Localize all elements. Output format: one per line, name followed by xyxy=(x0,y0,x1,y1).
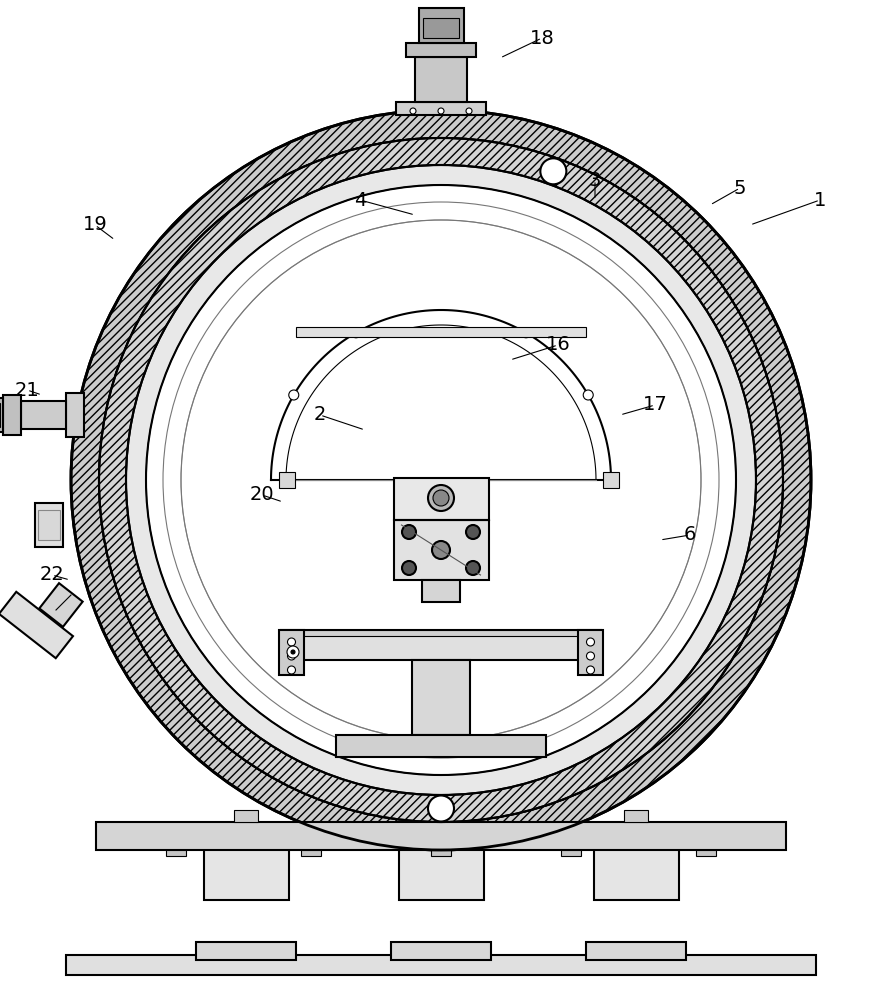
Bar xyxy=(66,393,84,437)
Circle shape xyxy=(466,108,472,114)
Bar xyxy=(166,850,186,856)
Bar xyxy=(415,57,467,102)
Circle shape xyxy=(433,490,449,506)
Bar xyxy=(406,43,476,57)
Bar xyxy=(96,822,786,850)
Bar xyxy=(301,850,321,856)
Text: 2: 2 xyxy=(314,406,326,424)
Circle shape xyxy=(432,541,450,559)
Bar xyxy=(336,735,546,757)
Circle shape xyxy=(583,390,594,400)
Bar xyxy=(35,503,63,547)
Bar xyxy=(423,18,459,38)
Bar xyxy=(422,580,460,602)
Bar xyxy=(204,845,288,900)
Bar xyxy=(396,102,486,115)
Circle shape xyxy=(288,390,299,400)
Circle shape xyxy=(181,220,701,740)
Bar xyxy=(624,810,648,822)
Bar xyxy=(603,472,619,488)
Circle shape xyxy=(351,328,361,338)
Circle shape xyxy=(288,638,295,646)
Bar xyxy=(578,630,603,675)
Circle shape xyxy=(99,138,783,822)
Bar xyxy=(234,810,258,822)
Bar xyxy=(281,630,601,636)
Bar xyxy=(196,942,296,960)
Circle shape xyxy=(587,638,594,646)
Circle shape xyxy=(438,108,444,114)
Bar xyxy=(418,8,464,43)
Text: 18: 18 xyxy=(529,28,555,47)
Bar xyxy=(412,660,470,735)
Circle shape xyxy=(288,666,295,674)
Text: 1: 1 xyxy=(814,190,826,210)
Bar xyxy=(66,955,816,975)
Bar xyxy=(3,395,21,435)
Circle shape xyxy=(410,108,416,114)
Bar xyxy=(38,510,60,540)
Circle shape xyxy=(71,110,811,850)
Bar xyxy=(696,850,716,856)
Text: 22: 22 xyxy=(40,566,64,584)
Text: 17: 17 xyxy=(643,395,668,414)
Circle shape xyxy=(146,185,736,775)
Circle shape xyxy=(428,485,454,511)
Circle shape xyxy=(466,561,480,575)
Text: 6: 6 xyxy=(684,526,696,544)
Circle shape xyxy=(287,646,299,658)
Text: 16: 16 xyxy=(546,336,571,355)
Circle shape xyxy=(587,666,594,674)
Polygon shape xyxy=(40,583,83,627)
Text: 20: 20 xyxy=(250,486,274,504)
Circle shape xyxy=(541,158,566,184)
Circle shape xyxy=(466,525,480,539)
Circle shape xyxy=(402,561,416,575)
Text: 4: 4 xyxy=(354,190,366,210)
Bar xyxy=(296,327,586,337)
Bar xyxy=(594,845,678,900)
Bar xyxy=(279,472,295,488)
Bar xyxy=(561,850,581,856)
Circle shape xyxy=(428,796,454,822)
Bar xyxy=(393,478,489,520)
Circle shape xyxy=(126,165,756,795)
Polygon shape xyxy=(0,592,73,658)
Text: 21: 21 xyxy=(15,380,40,399)
Text: 5: 5 xyxy=(734,178,746,198)
Circle shape xyxy=(521,328,531,338)
Bar xyxy=(431,850,451,856)
Circle shape xyxy=(587,652,594,660)
Bar xyxy=(0,398,3,432)
Bar xyxy=(21,401,66,429)
Text: 3: 3 xyxy=(589,170,602,190)
Circle shape xyxy=(402,525,416,539)
Bar xyxy=(279,630,304,675)
Bar xyxy=(399,845,483,900)
Bar xyxy=(586,942,686,960)
Bar xyxy=(281,630,601,660)
Circle shape xyxy=(99,138,783,822)
Bar xyxy=(393,520,489,580)
Circle shape xyxy=(126,165,756,795)
Circle shape xyxy=(288,652,295,660)
Text: 19: 19 xyxy=(83,216,108,234)
Bar xyxy=(391,942,491,960)
Circle shape xyxy=(291,650,295,654)
